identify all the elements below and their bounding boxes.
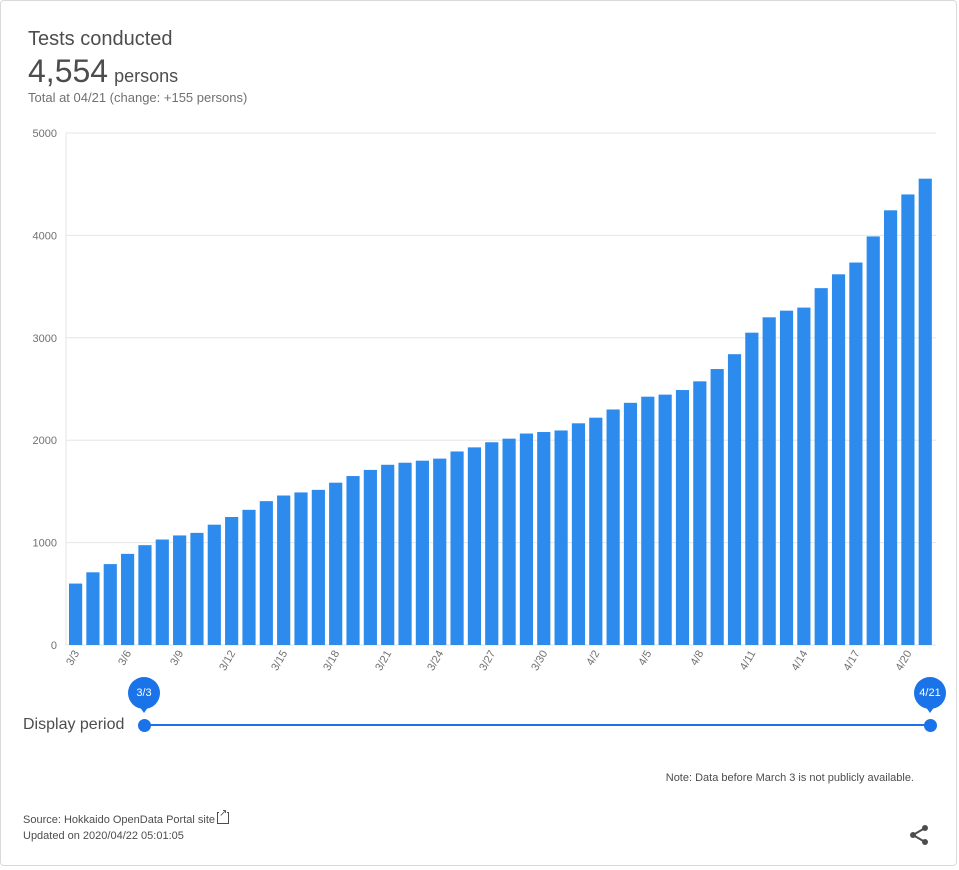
bar-3/15[interactable] — [277, 495, 291, 646]
bar-3/10[interactable] — [190, 532, 204, 645]
bar-4/4[interactable] — [623, 402, 638, 645]
bar-3/29[interactable] — [519, 433, 534, 645]
share-icon[interactable] — [907, 823, 931, 847]
y-tick-label: 1000 — [33, 538, 57, 550]
bar-3/19[interactable] — [346, 476, 360, 645]
x-tick-label: 4/17 — [841, 649, 862, 674]
external-link-icon — [217, 809, 229, 824]
total-value: 4,554 persons — [28, 53, 178, 90]
bar-4/2[interactable] — [589, 417, 603, 645]
x-tick-label: 4/8 — [688, 649, 706, 668]
bar-3/6[interactable] — [121, 553, 135, 645]
total-unit: persons — [114, 66, 179, 86]
bar-4/6[interactable] — [658, 394, 672, 645]
bar-3/12[interactable] — [225, 517, 239, 645]
period-slider-start-handle[interactable] — [138, 719, 151, 732]
bar-3/28[interactable] — [502, 438, 516, 645]
bar-3/31[interactable] — [554, 430, 568, 645]
bar-3/3[interactable] — [69, 583, 83, 645]
bar-3/30[interactable] — [537, 432, 551, 645]
bar-4/8[interactable] — [693, 381, 707, 645]
x-tick-label: 3/27 — [477, 649, 498, 674]
bar-3/14[interactable] — [259, 501, 273, 645]
y-tick-label: 5000 — [33, 128, 57, 140]
bar-4/10[interactable] — [727, 354, 742, 645]
bar-4/5[interactable] — [641, 396, 655, 645]
bar-3/25[interactable] — [450, 451, 464, 645]
bar-3/18[interactable] — [329, 482, 343, 645]
x-tick-label: 3/18 — [321, 649, 342, 674]
chart-subtitle: Total at 04/21 (change: +155 persons) — [28, 90, 248, 105]
y-tick-label: 2000 — [33, 435, 57, 447]
chart-title: Tests conducted — [28, 28, 173, 50]
x-tick-label: 4/11 — [738, 649, 759, 673]
bar-3/7[interactable] — [138, 545, 152, 645]
bar-3/9[interactable] — [173, 535, 187, 645]
x-tick-label: 3/3 — [64, 649, 82, 668]
bar-4/20[interactable] — [901, 194, 915, 645]
x-tick-label: 4/20 — [893, 649, 914, 674]
updated-timestamp: Updated on 2020/04/22 05:01:05 — [23, 830, 184, 842]
bar-4/7[interactable] — [675, 390, 690, 645]
bar-4/13[interactable] — [779, 310, 794, 645]
bar-4/14[interactable] — [797, 307, 811, 645]
x-tick-label: 3/12 — [217, 649, 238, 674]
bar-3/21[interactable] — [381, 464, 395, 645]
bar-3/11[interactable] — [207, 524, 221, 645]
y-tick-label: 4000 — [33, 230, 57, 242]
bar-3/24[interactable] — [433, 458, 447, 645]
bar-4/15[interactable] — [814, 288, 828, 645]
x-tick-label: 3/9 — [168, 649, 186, 668]
bar-4/18[interactable] — [866, 236, 880, 646]
x-tick-label: 3/30 — [529, 649, 550, 674]
bar-3/20[interactable] — [363, 469, 377, 645]
bar-4/21[interactable] — [918, 178, 932, 646]
display-period-label: Display period — [23, 716, 125, 733]
source-text[interactable]: Source: Hokkaido OpenData Portal site — [23, 814, 215, 826]
period-slider-track[interactable] — [144, 724, 930, 726]
bar-4/3[interactable] — [606, 409, 620, 645]
bar-3/4[interactable] — [86, 572, 100, 645]
x-tick-label: 4/2 — [584, 649, 602, 668]
bar-3/13[interactable] — [242, 509, 256, 645]
bar-3/27[interactable] — [485, 442, 499, 645]
bar-4/12[interactable] — [762, 317, 776, 645]
bar-3/5[interactable] — [103, 564, 117, 645]
bar-4/17[interactable] — [849, 262, 863, 645]
x-tick-label: 3/21 — [373, 649, 394, 674]
bar-3/22[interactable] — [398, 462, 412, 645]
y-tick-label: 0 — [51, 640, 57, 652]
period-start-bubble: 3/3 — [128, 677, 160, 713]
bar-4/9[interactable] — [710, 369, 724, 645]
x-tick-label: 4/5 — [636, 649, 654, 668]
bar-4/19[interactable] — [883, 210, 898, 645]
bar-3/26[interactable] — [467, 447, 481, 645]
bar-3/17[interactable] — [311, 489, 325, 645]
period-slider-end-handle[interactable] — [924, 719, 937, 732]
x-tick-label: 3/15 — [269, 649, 290, 674]
bar-3/23[interactable] — [415, 460, 429, 645]
total-number: 4,554 — [28, 53, 109, 89]
data-note: Note: Data before March 3 is not publicl… — [665, 772, 914, 784]
bar-chart: 0 1000 2000 3000 4000 5000 3/3 3/6 3/9 3/12 3/15 3/… — [33, 128, 936, 674]
period-end-bubble: 4/21 — [914, 677, 946, 713]
x-tick-label: 3/6 — [116, 649, 134, 668]
bar-4/1[interactable] — [571, 423, 586, 645]
bar-4/16[interactable] — [831, 274, 846, 645]
x-tick-label: 3/24 — [425, 649, 446, 674]
bar-4/11[interactable] — [745, 332, 759, 645]
x-tick-label: 4/14 — [789, 649, 810, 674]
bar-3/8[interactable] — [155, 539, 169, 645]
y-tick-label: 3000 — [33, 333, 57, 345]
source-link[interactable]: Source: Hokkaido OpenData Portal site — [23, 809, 229, 826]
bar-3/16[interactable] — [294, 492, 308, 645]
